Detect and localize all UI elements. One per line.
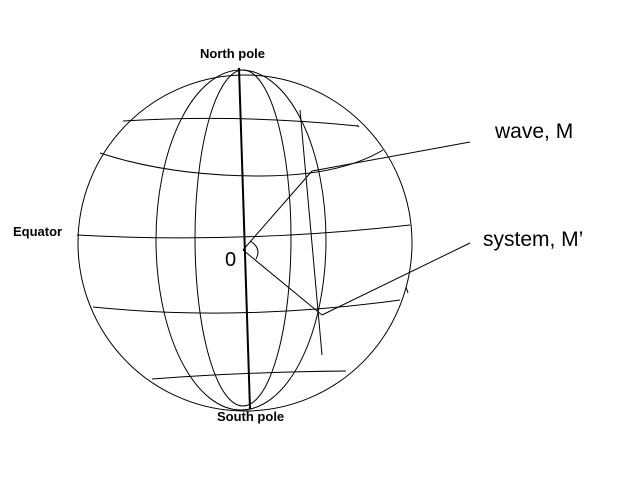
wave-label: wave, M (494, 120, 573, 143)
radius-to-system (243, 250, 322, 315)
leader-wave (312, 142, 470, 171)
edge-mark-right (406, 287, 408, 293)
system-label: system, M’ (483, 228, 583, 251)
leader-system (322, 243, 470, 315)
edge-mark-top (357, 125, 359, 127)
meridian-right-seam (300, 110, 322, 355)
radius-to-wave (243, 171, 312, 250)
equator-label: Equator (13, 224, 62, 239)
origin-label: 0 (225, 249, 236, 271)
south-pole-label: South pole (217, 409, 284, 424)
north-pole-label: North pole (200, 46, 265, 61)
